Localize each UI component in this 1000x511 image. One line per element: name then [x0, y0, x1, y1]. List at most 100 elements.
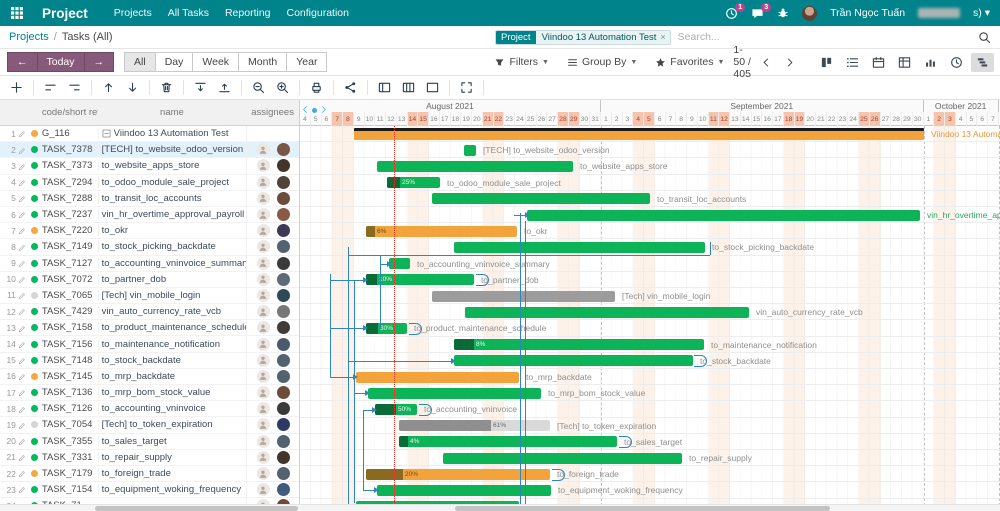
edit-pencil-icon[interactable] [18, 177, 26, 187]
assignee-avatar[interactable] [256, 369, 270, 383]
edit-pencil-icon[interactable] [18, 242, 26, 252]
assignee-avatar[interactable] [276, 288, 290, 302]
arrow-down-icon[interactable] [126, 81, 139, 94]
task-code[interactable]: TASK_7158 [41, 322, 93, 334]
gantt-task-bar[interactable] [465, 306, 749, 318]
task-name[interactable]: to_partner_dob [97, 273, 247, 285]
assignee-avatar[interactable] [276, 483, 290, 497]
status-dot[interactable] [28, 178, 42, 186]
column-header-name[interactable]: name [160, 107, 184, 118]
task-code[interactable]: TASK_7149 [41, 241, 93, 253]
table-row[interactable]: 20 TASK_7355 to_sales_target [0, 433, 299, 450]
assignee-avatar[interactable] [256, 337, 270, 351]
assignees-cell[interactable] [246, 223, 299, 239]
gantt-hscrollbar-thumb[interactable] [455, 506, 830, 511]
col2-icon[interactable] [402, 81, 415, 94]
assignee-avatar[interactable] [256, 143, 270, 157]
edit-pencil-icon[interactable] [18, 355, 26, 365]
table-row[interactable]: 14 TASK_7156 to_maintenance_notification [0, 336, 299, 353]
assignees-cell[interactable] [246, 126, 299, 142]
gantt-row[interactable] [300, 207, 1000, 224]
groupby-dropdown[interactable]: Group By ▼ [558, 56, 646, 68]
edit-pencil-icon[interactable] [18, 388, 26, 398]
status-dot[interactable] [28, 437, 42, 445]
status-dot[interactable] [28, 130, 42, 138]
status-dot[interactable] [28, 211, 42, 219]
edit-pencil-icon[interactable] [18, 485, 26, 495]
task-name[interactable]: to_mrp_bom_stock_value [97, 387, 247, 399]
assignees-cell[interactable] [246, 320, 299, 336]
status-dot[interactable] [28, 291, 42, 299]
assignee-avatar[interactable] [276, 337, 290, 351]
task-code[interactable]: TASK_7154 [41, 484, 93, 496]
status-dot[interactable] [28, 308, 42, 316]
view-button-kanban[interactable] [815, 53, 838, 72]
task-name[interactable]: vin_hr_overtime_approval_payroll [97, 209, 247, 221]
gantt-scroll-dot[interactable] [312, 107, 317, 113]
next-period-button[interactable]: → [84, 52, 115, 72]
table-row[interactable]: 3 TASK_7373 to_website_apps_store [0, 158, 299, 175]
gantt-scroll-left-icon[interactable] [301, 101, 310, 119]
filters-dropdown[interactable]: Filters ▼ [485, 56, 558, 68]
edit-pencil-icon[interactable] [18, 452, 26, 462]
assignees-cell[interactable] [246, 206, 299, 223]
gantt-task-bar[interactable] [454, 355, 693, 367]
status-dot[interactable] [28, 340, 42, 348]
task-code[interactable]: TASK_7127 [41, 257, 93, 269]
assignee-avatar[interactable] [256, 256, 270, 270]
gantt-row[interactable] [300, 158, 1000, 175]
outdent-icon[interactable] [44, 81, 57, 94]
table-row[interactable]: 13 TASK_7158 to_product_maintenance_schedu… [0, 320, 299, 337]
task-name[interactable]: to_product_maintenance_schedule [97, 322, 246, 334]
gantt-row[interactable] [300, 256, 1000, 272]
task-name[interactable]: to_maintenance_notification [97, 338, 247, 350]
edit-pencil-icon[interactable] [18, 404, 26, 414]
edit-pencil-icon[interactable] [18, 323, 26, 333]
assignee-avatar[interactable] [256, 483, 270, 497]
task-code[interactable]: TASK_7294 [41, 176, 93, 188]
view-button-gantt[interactable] [970, 52, 994, 72]
scale-button-all[interactable]: All [124, 52, 156, 72]
status-dot[interactable] [28, 372, 42, 380]
table-row[interactable]: 5 TASK_7288 to_transit_loc_accounts [0, 190, 299, 207]
col3-icon[interactable] [426, 81, 439, 94]
task-name[interactable]: [Tech] to_token_expiration [97, 419, 247, 431]
status-dot[interactable] [28, 356, 42, 364]
assignee-avatar[interactable] [256, 353, 270, 367]
gantt-task-bar[interactable]: 50% [375, 404, 417, 415]
gantt-task-bar[interactable]: 4% [399, 436, 617, 448]
table-hscrollbar-thumb[interactable] [95, 506, 298, 511]
task-code[interactable]: TASK_7429 [41, 306, 93, 318]
gantt-task-bar[interactable]: 25% [387, 177, 440, 189]
assignee-avatar[interactable] [276, 434, 290, 448]
messages-menu[interactable]: 3 [751, 2, 772, 20]
task-code[interactable]: TASK_7331 [41, 451, 93, 463]
table-row[interactable]: 23 TASK_7154 to_equipment_woking_frequency [0, 482, 299, 499]
task-code[interactable]: TASK_7145 [41, 370, 93, 382]
gantt-row[interactable] [300, 434, 1000, 450]
assignee-avatar[interactable] [256, 272, 270, 286]
facet-remove-icon[interactable]: × [660, 32, 666, 42]
assignees-cell[interactable] [246, 482, 299, 498]
today-button[interactable]: Today [37, 52, 85, 72]
table-row[interactable]: 22 TASK_7179 to_foreign_trade [0, 465, 299, 483]
assignee-avatar[interactable] [276, 353, 290, 367]
table-hscrollbar[interactable] [0, 504, 300, 511]
user-avatar[interactable] [802, 5, 818, 21]
gantt-row[interactable] [300, 126, 1000, 143]
gantt-task-bar[interactable] [432, 193, 650, 205]
gantt-task-bar[interactable]: 20% [366, 468, 550, 480]
task-code[interactable]: TASK_7373 [41, 160, 93, 172]
assignees-cell[interactable] [246, 158, 299, 174]
status-dot[interactable] [28, 405, 42, 413]
menu-item-projects[interactable]: Projects [113, 7, 152, 19]
status-dot[interactable] [28, 227, 42, 235]
task-name[interactable]: [Tech] vin_mobile_login [97, 289, 247, 301]
task-name[interactable]: Viindoo 13 Automation Test [97, 128, 247, 140]
edit-pencil-icon[interactable] [18, 129, 26, 139]
gantt-row[interactable] [300, 191, 1000, 207]
table-row[interactable]: 1 G_116 Viindoo 13 Automation Test [0, 126, 299, 143]
status-dot[interactable] [28, 162, 42, 170]
gantt-row[interactable] [300, 142, 1000, 159]
assignee-avatar[interactable] [256, 402, 270, 416]
